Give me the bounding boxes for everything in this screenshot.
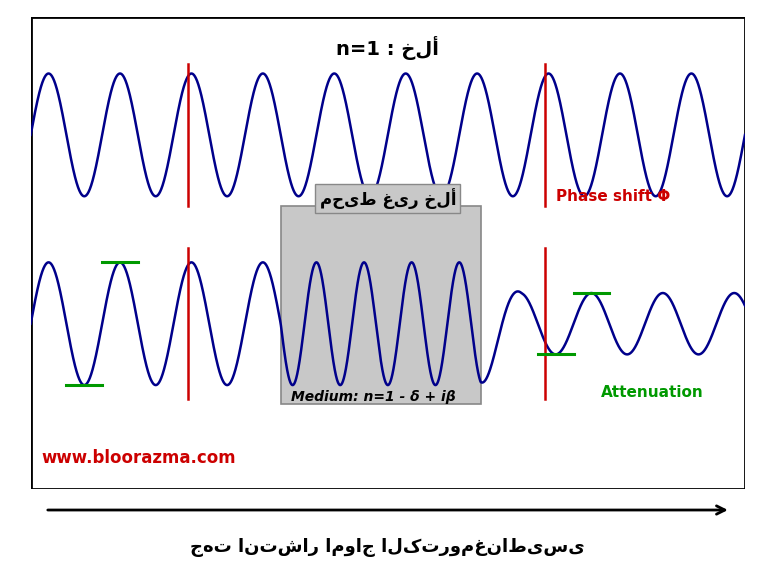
Text: n=1 : خلأ: n=1 : خلأ <box>336 35 439 60</box>
Text: Medium: n=1 - δ + iβ: Medium: n=1 - δ + iβ <box>291 390 456 404</box>
Text: www.bloorazma.com: www.bloorazma.com <box>41 449 236 467</box>
FancyBboxPatch shape <box>281 206 481 404</box>
Text: Attenuation: Attenuation <box>601 384 703 400</box>
Text: جهت انتشار امواج الکترومغناطیسی: جهت انتشار امواج الکترومغناطیسی <box>190 538 585 556</box>
Text: Phase shift Φ: Phase shift Φ <box>556 189 670 204</box>
FancyBboxPatch shape <box>31 17 745 489</box>
Text: محیط غیر خلأ: محیط غیر خلأ <box>319 188 456 209</box>
